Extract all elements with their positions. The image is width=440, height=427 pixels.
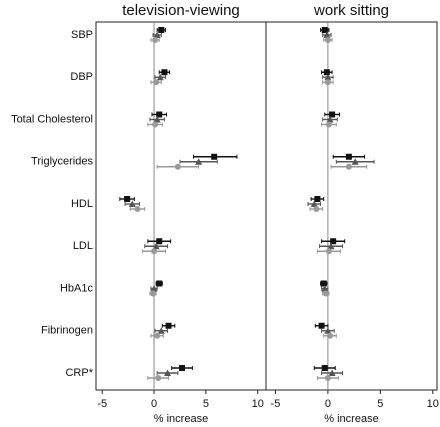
point bbox=[323, 69, 330, 76]
point bbox=[324, 73, 332, 81]
x-tick-label: 0 bbox=[151, 398, 157, 410]
point bbox=[329, 111, 336, 118]
point bbox=[158, 27, 165, 33]
x-tick-label: -5 bbox=[97, 398, 107, 410]
x-axis-label: % increase bbox=[324, 413, 378, 425]
point bbox=[327, 242, 335, 250]
point bbox=[314, 196, 321, 202]
point bbox=[151, 248, 158, 255]
x-tick-label: 5 bbox=[203, 398, 209, 410]
point bbox=[150, 290, 157, 297]
point bbox=[325, 121, 332, 128]
category-label: Triglycerides bbox=[31, 156, 93, 168]
point bbox=[156, 280, 163, 287]
point bbox=[164, 369, 172, 376]
point bbox=[324, 327, 332, 334]
category-label: Total Cholesterol bbox=[11, 113, 93, 125]
point bbox=[174, 163, 181, 170]
panel-frame bbox=[265, 21, 438, 391]
category-label: HDL bbox=[71, 198, 93, 210]
x-axis-label: % increase bbox=[154, 413, 208, 425]
point bbox=[165, 322, 172, 329]
point bbox=[153, 31, 161, 38]
point bbox=[345, 163, 352, 170]
point bbox=[134, 206, 141, 212]
point bbox=[323, 31, 331, 38]
point bbox=[321, 27, 328, 33]
panel-title: television-viewing bbox=[122, 2, 240, 19]
panel-frame bbox=[95, 21, 267, 391]
point bbox=[155, 375, 162, 381]
x-tick-label: 10 bbox=[252, 398, 264, 410]
point bbox=[128, 200, 136, 207]
point bbox=[351, 158, 359, 165]
point bbox=[156, 111, 163, 118]
point bbox=[153, 79, 160, 86]
point bbox=[124, 196, 131, 202]
panel-title: work sitting bbox=[313, 2, 389, 19]
point bbox=[156, 73, 164, 81]
category-label: SBP bbox=[71, 29, 93, 41]
point bbox=[310, 200, 318, 207]
point bbox=[321, 365, 328, 371]
point bbox=[152, 121, 159, 128]
category-label: DBP bbox=[70, 71, 93, 83]
point bbox=[326, 332, 333, 339]
point bbox=[161, 69, 168, 76]
point bbox=[152, 37, 159, 43]
point bbox=[326, 116, 334, 123]
point bbox=[150, 285, 158, 292]
point bbox=[318, 322, 325, 329]
point bbox=[211, 153, 218, 160]
point bbox=[321, 285, 329, 292]
category-label: Fibrinogen bbox=[41, 325, 93, 337]
point bbox=[325, 248, 332, 255]
point bbox=[320, 280, 327, 287]
point bbox=[156, 238, 163, 245]
point bbox=[313, 206, 320, 212]
point bbox=[195, 158, 203, 165]
x-tick-label: 10 bbox=[427, 398, 439, 410]
point bbox=[179, 365, 186, 371]
point bbox=[345, 153, 352, 160]
point bbox=[322, 290, 329, 297]
x-tick-label: -5 bbox=[271, 398, 281, 410]
point bbox=[324, 375, 331, 381]
point bbox=[152, 242, 160, 250]
category-label: HbA1c bbox=[60, 282, 94, 294]
x-tick-label: 5 bbox=[377, 398, 383, 410]
point bbox=[154, 332, 161, 339]
category-label: LDL bbox=[73, 240, 93, 252]
point bbox=[328, 369, 336, 376]
category-label: CRP* bbox=[65, 367, 93, 379]
point bbox=[153, 116, 161, 123]
x-tick-label: 0 bbox=[325, 398, 331, 410]
point bbox=[324, 37, 331, 43]
point bbox=[324, 79, 331, 86]
point bbox=[157, 327, 165, 334]
point bbox=[330, 238, 337, 245]
